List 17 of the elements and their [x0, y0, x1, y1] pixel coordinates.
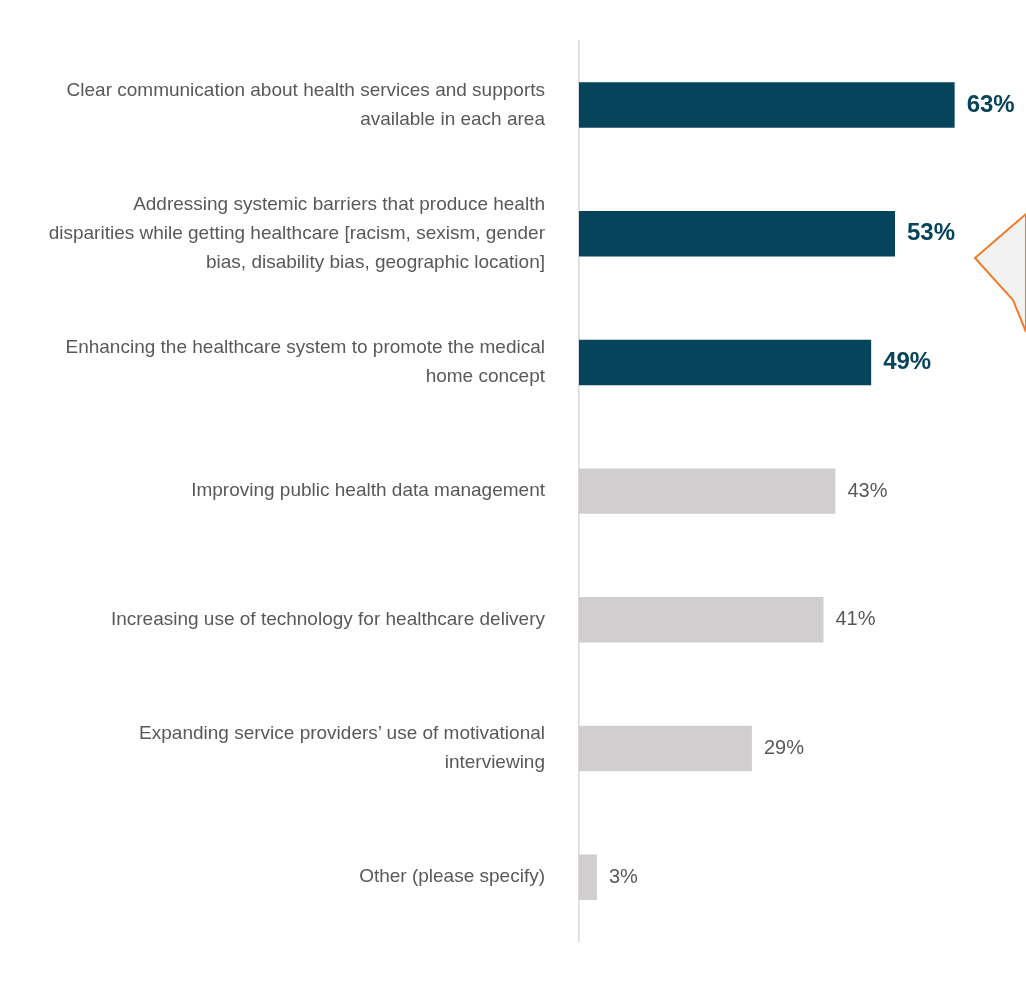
- y-tick-label: Expanding service providers’ use of motivational interviewing: [139, 722, 545, 773]
- y-tick-label: Enhancing the healthcare system to promote the medical home concept: [65, 335, 546, 387]
- data-label: 3%: [608, 864, 639, 887]
- y-tick-label: Increasing use of technology for healthcare delivery: [110, 608, 546, 630]
- bar: [579, 82, 955, 128]
- data-label: 49%: [883, 347, 932, 375]
- data-label: 41%: [835, 607, 876, 630]
- y-tick-label: Other (please specify): [359, 865, 545, 887]
- y-tick-label: Clear communication about health services and supports available in each area: [66, 78, 546, 130]
- bar: [579, 211, 896, 257]
- data-label: 29%: [763, 736, 805, 759]
- y-tick-label: Addressing systemic barriers that produce health disparities while getting healthcare [racism, sexism, gender bias, disability bias, geographic location]: [48, 192, 546, 273]
- data-label: 53%: [907, 218, 956, 246]
- bar: [579, 339, 872, 386]
- data-label: 63%: [966, 89, 1015, 117]
- data-label: 43%: [847, 478, 888, 501]
- y-tick-label: Improving public health data management: [191, 479, 546, 501]
